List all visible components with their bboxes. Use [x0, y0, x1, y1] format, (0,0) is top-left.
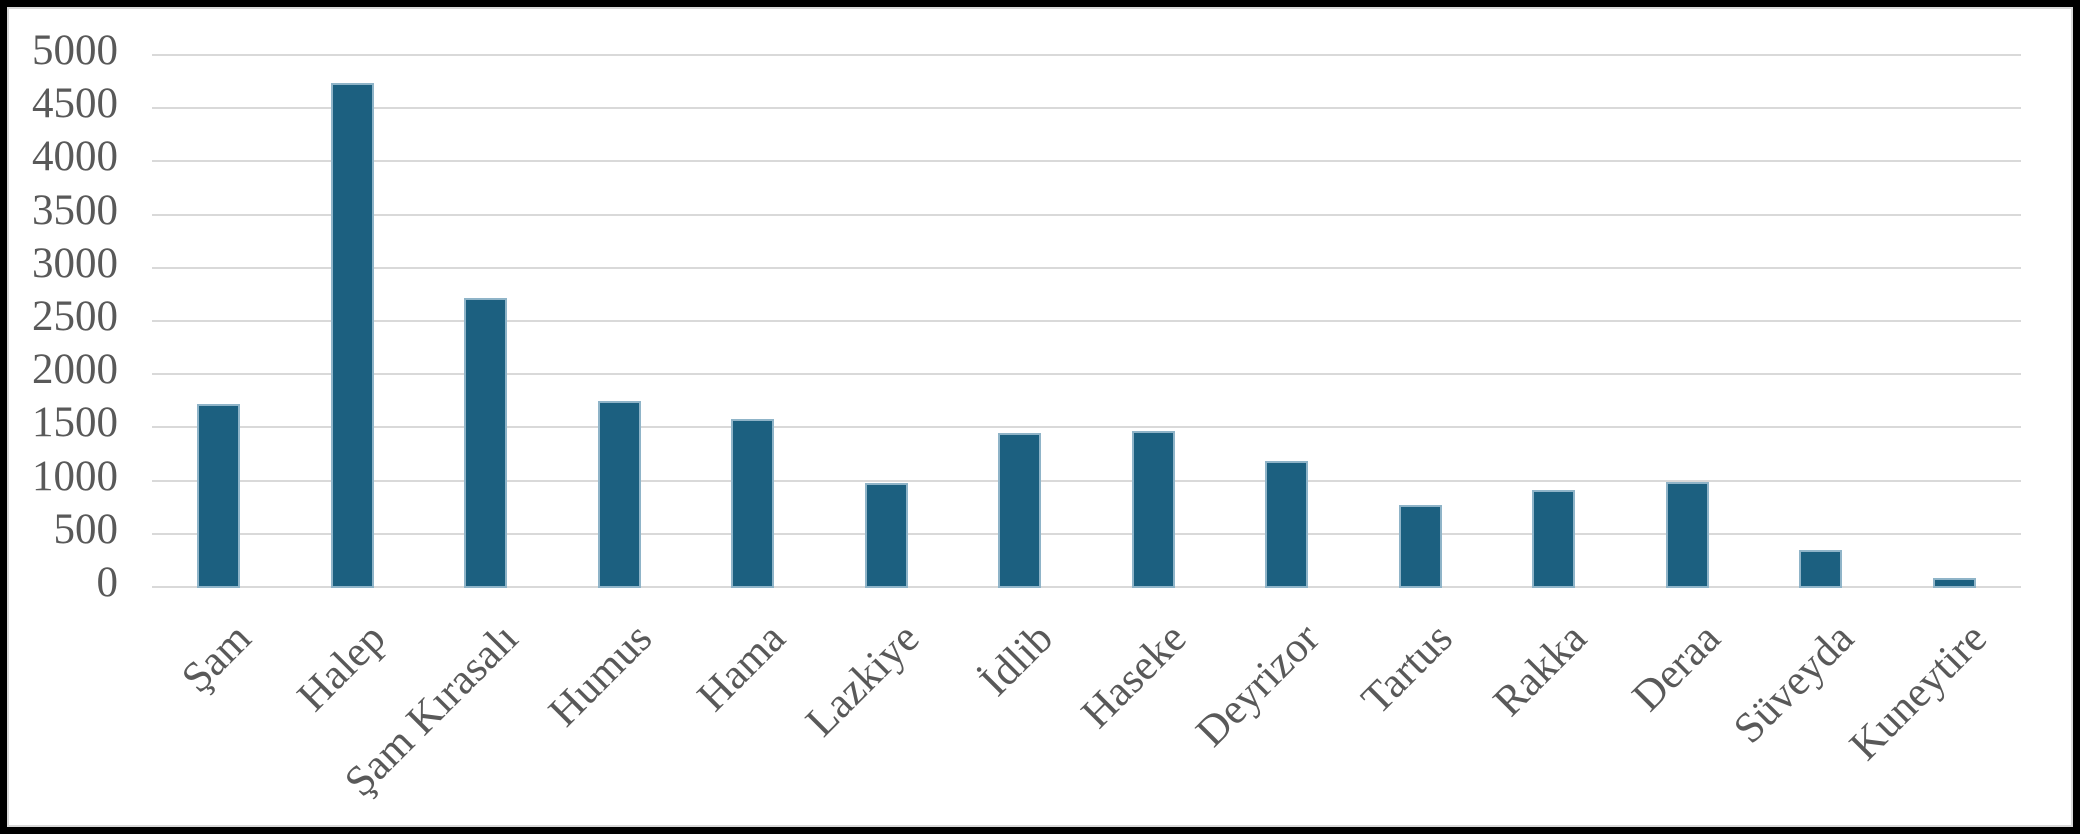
gridline: [152, 426, 2021, 429]
y-axis-tick-label: 3500: [32, 186, 118, 234]
bar-deraa: [1666, 482, 1709, 588]
y-axis-tick-label: 5000: [32, 27, 118, 74]
x-axis-category-label: Süveyda: [1724, 614, 1863, 753]
y-axis-tick-label: 1500: [32, 399, 118, 447]
y-axis-tick-label: 0: [96, 559, 119, 606]
bar-haseke: [1132, 431, 1175, 588]
x-axis-category-label: Tartus: [1353, 614, 1463, 724]
y-axis-tick-label: 500: [53, 505, 119, 553]
x-axis-category-label: Deraa: [1623, 614, 1730, 721]
bar-lazkiye: [865, 483, 908, 588]
gridline: [152, 107, 2021, 110]
bar-kuneytire: [1933, 578, 1976, 588]
x-axis-category-label: Rakka: [1484, 614, 1596, 726]
gridline: [152, 479, 2021, 482]
x-axis-category-label: Lazkiye: [796, 614, 929, 746]
y-axis-tick-label: 4000: [32, 133, 118, 181]
gridline: [152, 213, 2021, 216]
bar-i̇dlib: [998, 433, 1041, 588]
gridline: [152, 532, 2021, 535]
gridline: [152, 586, 2021, 588]
bar-şam: [197, 404, 240, 588]
gridline: [152, 160, 2021, 163]
x-axis-category-label: Şam: [173, 614, 261, 702]
y-axis-tick-label: 3000: [32, 239, 118, 287]
bar-şam-kırasalı: [464, 298, 507, 588]
gridline: [152, 266, 2021, 269]
bar-deyrizor: [1265, 461, 1308, 588]
bar-tartus: [1399, 505, 1442, 588]
x-axis-category-label: Deyrizor: [1187, 614, 1329, 756]
y-axis-tick-label: 1000: [32, 452, 118, 500]
y-axis-tick-label: 2000: [32, 346, 118, 394]
x-axis-category-label: Hama: [688, 614, 795, 721]
bar-rakka: [1532, 490, 1575, 588]
y-axis-tick-label: 4500: [32, 80, 118, 128]
x-axis-category-label: İdlib: [970, 614, 1062, 706]
y-axis-tick-label: 2500: [32, 293, 118, 340]
x-axis-category-label: Kuneytire: [1841, 614, 1997, 770]
gridline: [152, 54, 2021, 56]
x-axis-category-label: Halep: [288, 614, 395, 721]
gridline: [152, 320, 2021, 322]
gridline: [152, 373, 2021, 376]
x-axis-category-label: Humus: [539, 614, 662, 736]
x-axis-category-label: Haseke: [1072, 614, 1196, 738]
bar-halep: [331, 83, 374, 588]
bar-süveyda: [1799, 550, 1842, 588]
bar-hama: [731, 419, 774, 588]
bar-humus: [598, 401, 641, 588]
